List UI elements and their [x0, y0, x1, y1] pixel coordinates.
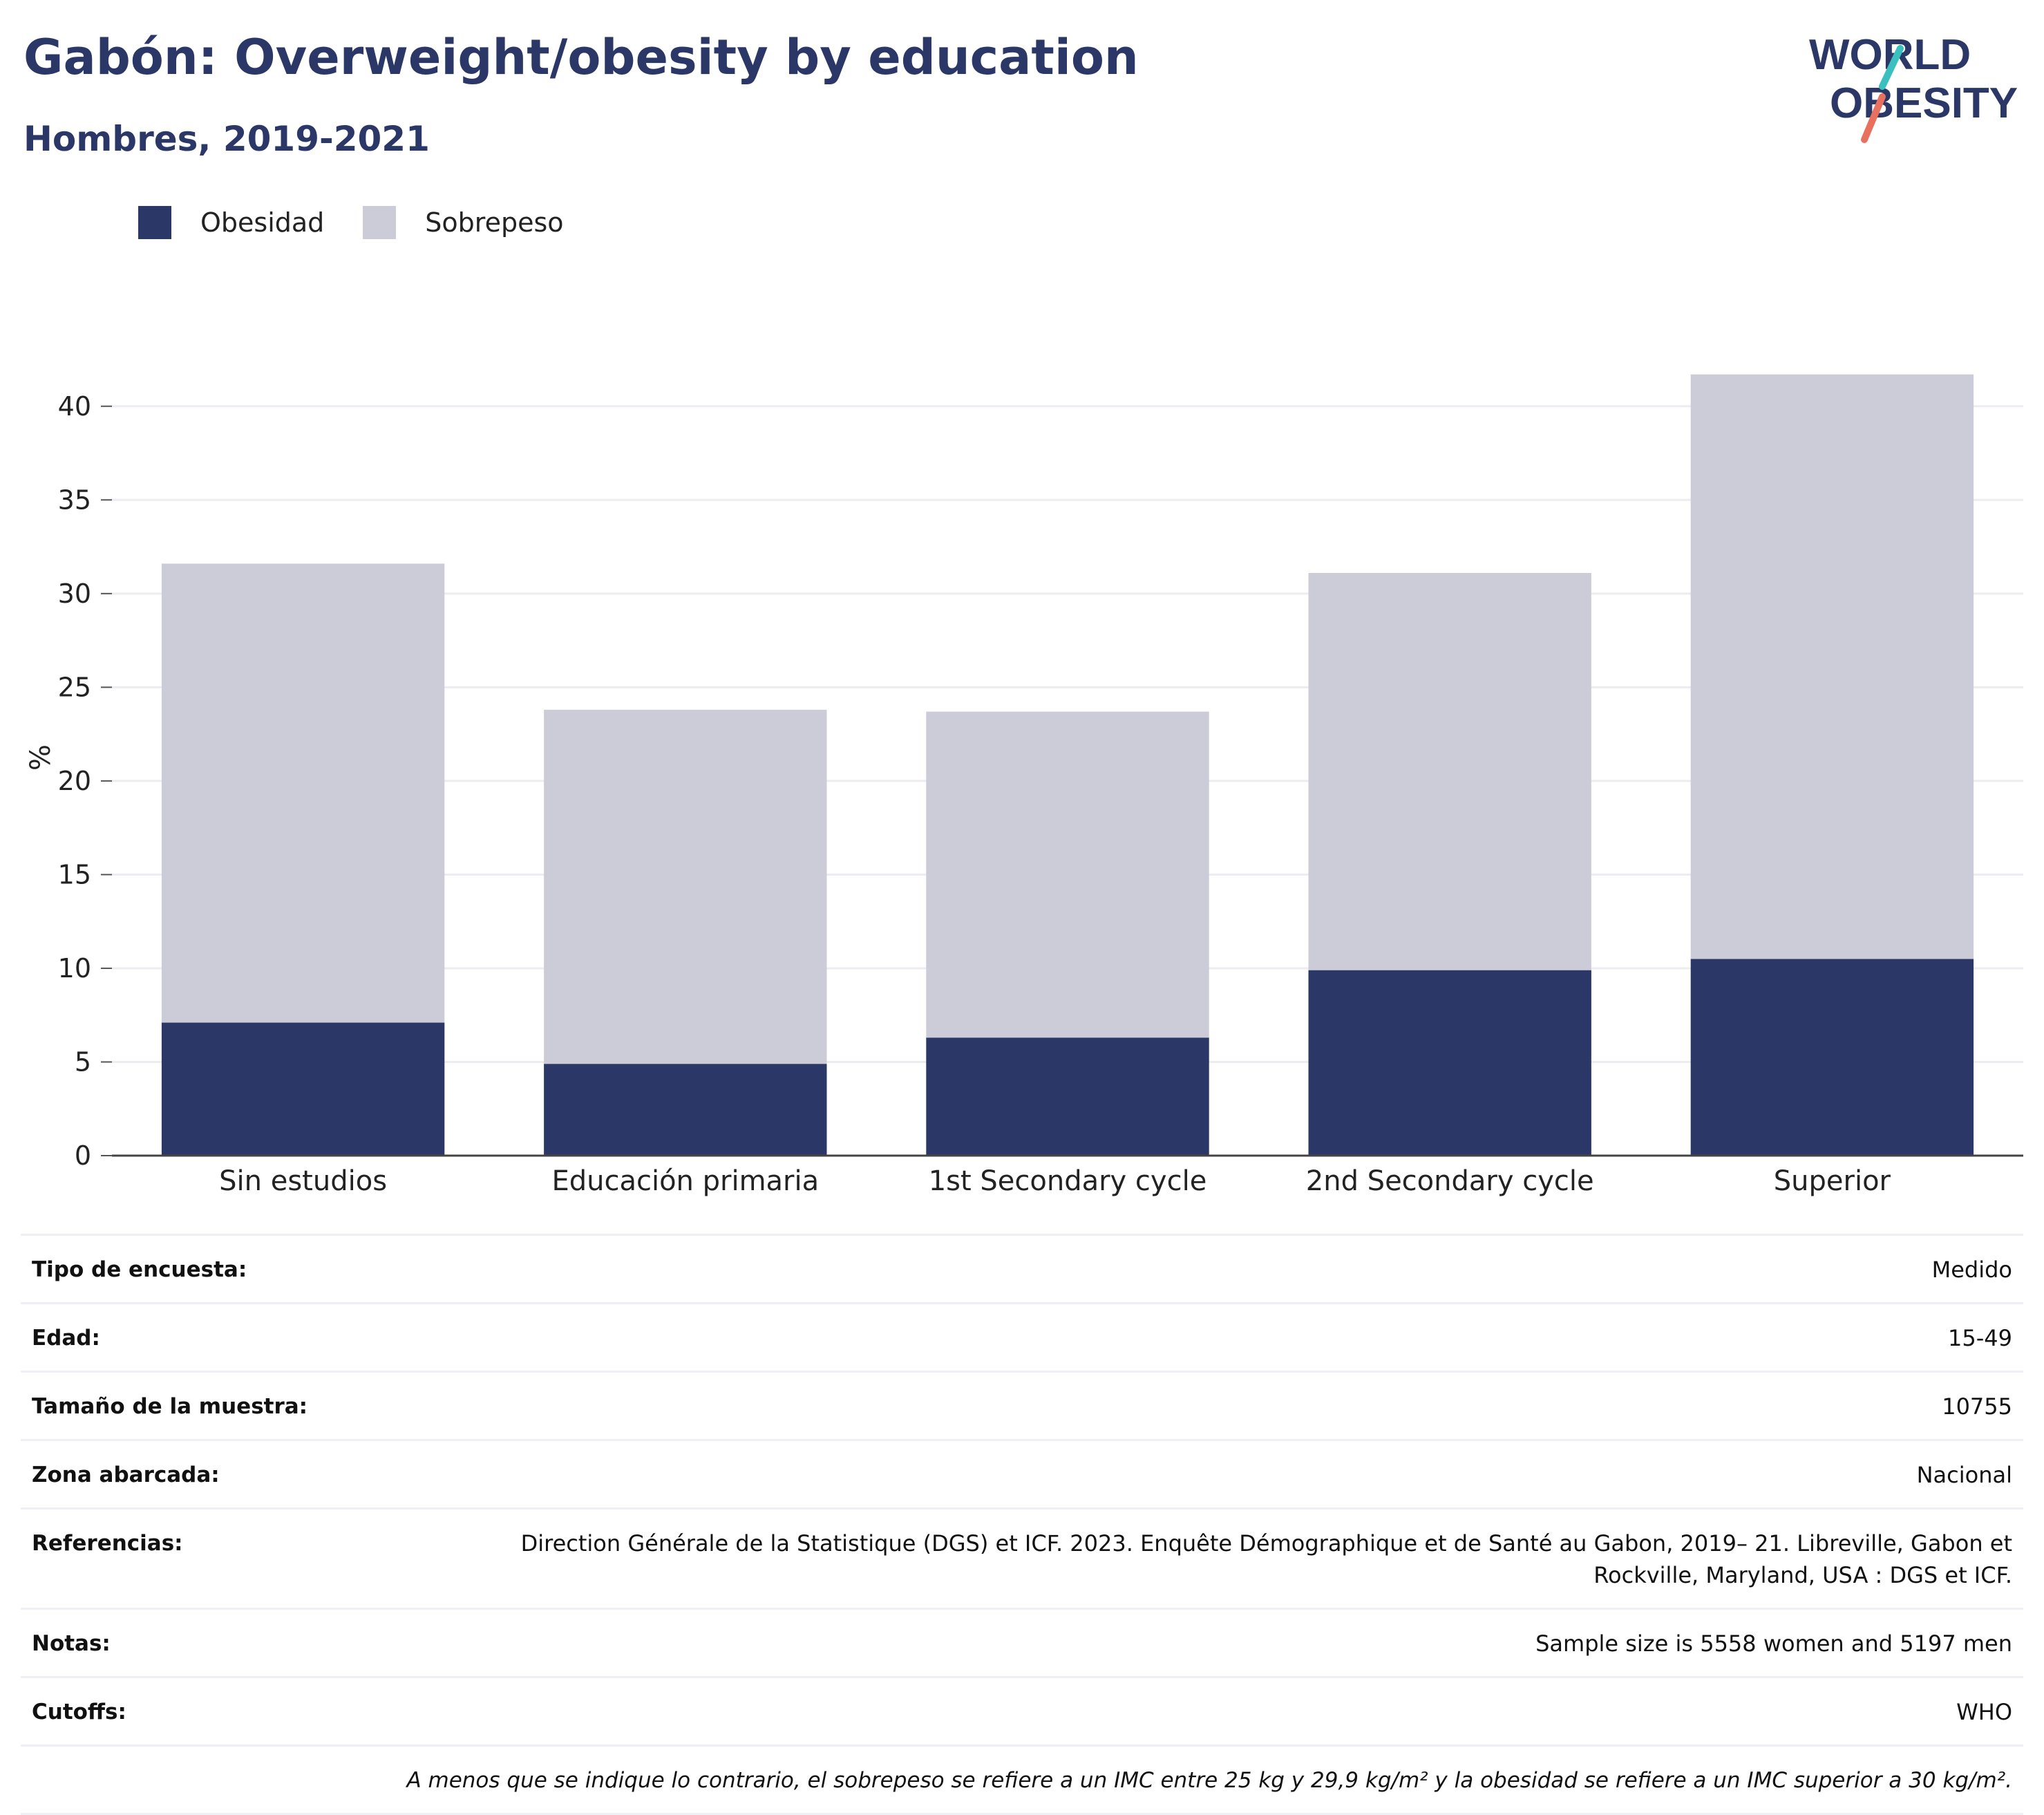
meta-key: Edad: [32, 1326, 100, 1351]
bar-obesidad [544, 1064, 827, 1156]
y-tick-label: 40 [58, 391, 91, 422]
bar-obesidad [926, 1037, 1209, 1156]
logo-slash-bottom [1861, 93, 1886, 143]
bar-obesidad [1690, 959, 1974, 1156]
meta-row-area: Zona abarcada: Nacional [21, 1439, 2023, 1507]
meta-key: Cutoffs: [32, 1700, 126, 1724]
bar-chart: 0 5 10 15 20 25 30 35 40% Sin estudios Educación p… [25, 374, 2023, 1197]
chart-subtitle: Hombres, 2019-2021 [23, 119, 430, 159]
bar-obesidad [1308, 970, 1591, 1156]
legend-label-obesidad: Obesidad [200, 207, 325, 238]
y-axis-label: % [25, 744, 57, 771]
x-tick-label: Educación primaria [551, 1165, 819, 1197]
meta-key: Referencias: [32, 1531, 183, 1556]
x-tick-label: Superior [1774, 1165, 1891, 1197]
meta-row-age: Edad: 15-49 [21, 1302, 2023, 1371]
meta-value: 15-49 [1948, 1325, 2012, 1351]
world-obesity-logo: WORLD OBESITY [1809, 31, 2018, 143]
meta-value: Sample size is 5558 women and 5197 men [1535, 1630, 2012, 1657]
meta-row-cutoffs: Cutoffs: WHO [21, 1676, 2023, 1745]
bar-sobrepeso [926, 711, 1209, 1038]
y-tick-label: 25 [58, 672, 91, 702]
x-tick-label: 1st Secondary cycle [929, 1165, 1207, 1197]
meta-value: 10755 [1942, 1393, 2012, 1420]
bar-sobrepeso [544, 709, 827, 1064]
definition-footnote: A menos que se indique lo contrario, el … [21, 1745, 2023, 1815]
meta-row-references: Referencias: Direction Générale de la St… [21, 1507, 2023, 1608]
y-tick-label: 10 [58, 953, 91, 984]
legend-label-sobrepeso: Sobrepeso [425, 207, 564, 238]
logo-line2: OBESITY [1830, 79, 2018, 127]
chart-title: Gabón: Overweight/obesity by education [23, 29, 1139, 86]
meta-key: Tamaño de la muestra: [32, 1394, 308, 1419]
x-tick-label: Sin estudios [219, 1165, 387, 1197]
chart-legend: Obesidad Sobrepeso [138, 206, 603, 239]
meta-value: WHO [1956, 1699, 2012, 1725]
meta-value: Direction Générale de la Statistique (DG… [520, 1530, 2012, 1588]
meta-key: Tipo de encuesta: [32, 1257, 247, 1282]
meta-row-sample-size: Tamaño de la muestra: 10755 [21, 1371, 2023, 1439]
meta-key: Notas: [32, 1631, 111, 1656]
meta-row-notes: Notas: Sample size is 5558 women and 519… [21, 1608, 2023, 1676]
legend-swatch-obesidad [138, 206, 171, 239]
legend-swatch-sobrepeso [363, 206, 397, 239]
meta-row-survey-type: Tipo de encuesta: Medido [21, 1234, 2023, 1302]
survey-metadata-table: Tipo de encuesta: Medido Edad: 15-49 Tam… [21, 1234, 2023, 1815]
meta-value: Medido [1931, 1257, 2012, 1283]
bar-sobrepeso [161, 563, 445, 1023]
bar-sobrepeso [1308, 573, 1591, 970]
legend-item-sobrepeso: Sobrepeso [363, 206, 564, 239]
y-tick-label: 20 [58, 766, 91, 796]
bar-obesidad [161, 1022, 445, 1156]
legend-item-obesidad: Obesidad [138, 206, 324, 239]
x-tick-label: 2nd Secondary cycle [1306, 1165, 1594, 1197]
y-tick-label: 30 [58, 579, 91, 609]
y-tick-label: 35 [58, 485, 91, 515]
bar-sobrepeso [1690, 374, 1974, 959]
y-tick-label: 15 [58, 859, 91, 890]
y-tick-label: 0 [75, 1140, 91, 1171]
y-tick-label: 5 [75, 1046, 91, 1077]
meta-value: Nacional [1916, 1462, 2012, 1488]
logo-slash-top [1879, 45, 1904, 90]
meta-key: Zona abarcada: [32, 1463, 220, 1487]
